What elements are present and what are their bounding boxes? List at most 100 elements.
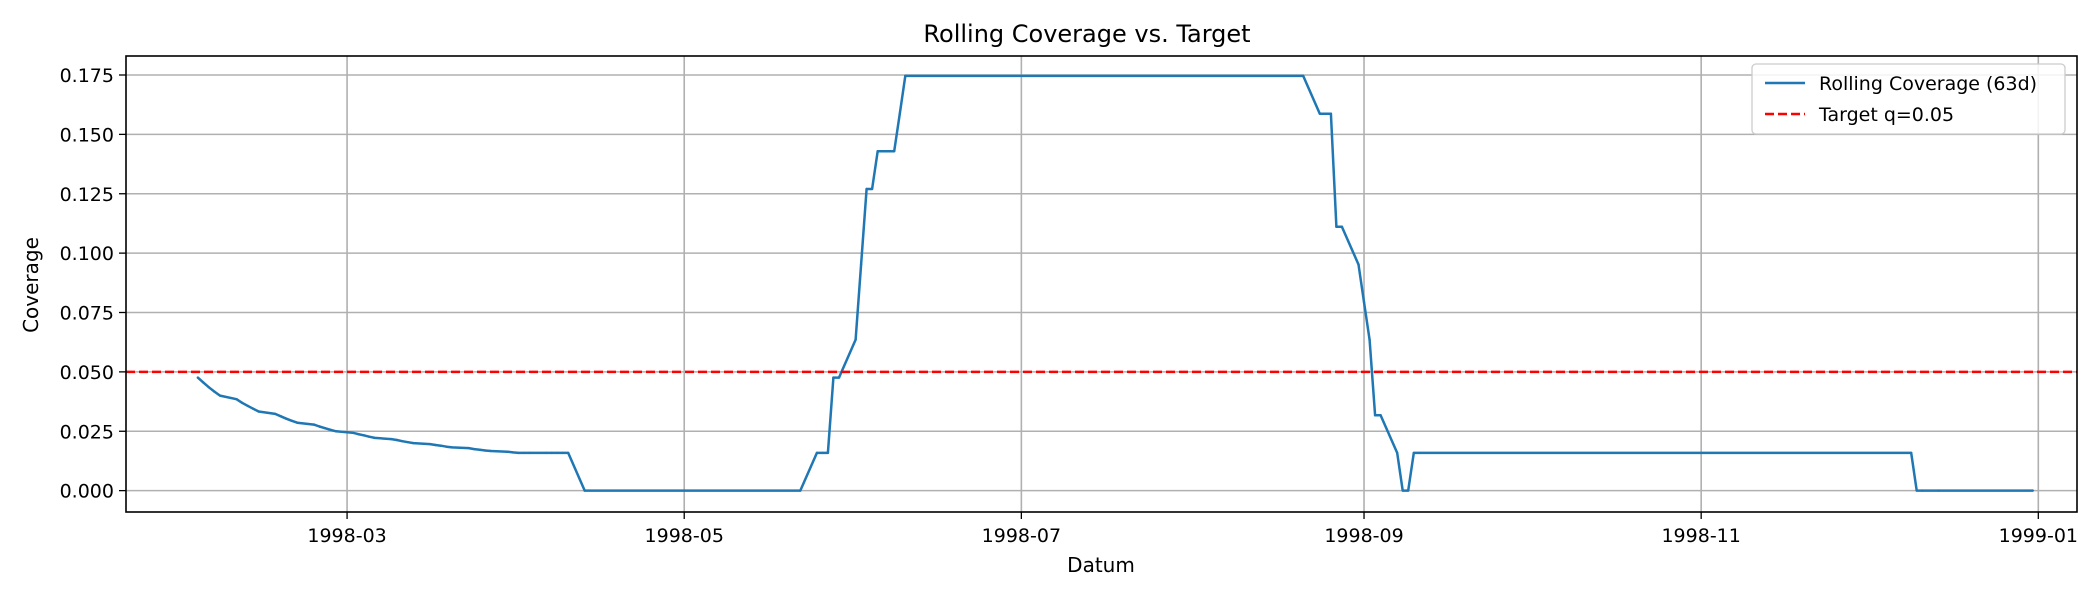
data-point	[279, 415, 282, 418]
data-point	[528, 451, 531, 455]
legend-box	[1751, 63, 2066, 135]
data-point	[1318, 112, 1322, 115]
y-tick-label: 0.150	[60, 124, 114, 146]
x-tick-label: 1998-05	[645, 525, 724, 547]
data-point	[450, 446, 454, 449]
data-point	[445, 445, 448, 448]
data-point	[412, 441, 415, 445]
x-tick-label: 1998-09	[1324, 525, 1403, 547]
y-tick-label: 0.175	[60, 65, 114, 87]
data-point	[351, 431, 354, 434]
x-tick-label: 1998-03	[307, 525, 386, 547]
data-point	[246, 404, 249, 407]
data-point	[390, 437, 393, 441]
data-point	[1340, 225, 1344, 228]
data-point	[1324, 112, 1327, 115]
y-tick-label: 0.100	[60, 243, 114, 265]
data-point	[329, 428, 332, 431]
data-point	[898, 112, 901, 115]
data-point	[826, 451, 830, 455]
data-point	[876, 150, 879, 153]
data-point	[550, 451, 553, 455]
data-point	[1915, 489, 1918, 492]
data-point	[235, 398, 238, 401]
data-point	[1335, 225, 1338, 228]
data-point	[473, 447, 476, 451]
data-point	[290, 419, 293, 422]
data-point	[428, 442, 432, 446]
plot-frame	[125, 55, 2078, 513]
data-point	[832, 376, 835, 379]
data-point	[312, 423, 316, 426]
y-axis-label: Coverage	[19, 237, 43, 333]
y-tick-label: 0.050	[60, 362, 114, 384]
data-point	[854, 338, 857, 341]
data-point	[1921, 489, 1924, 492]
data-point	[583, 489, 586, 492]
data-point	[567, 451, 570, 455]
data-point	[506, 450, 509, 453]
data-point	[218, 394, 222, 397]
data-point	[544, 451, 548, 455]
data-point	[859, 263, 863, 266]
data-point	[356, 432, 360, 436]
data-point	[799, 489, 802, 492]
data-point	[555, 451, 559, 455]
data-point	[467, 446, 470, 450]
data-point	[865, 187, 868, 191]
data-point	[1412, 451, 1416, 455]
y-tick-label: 0.125	[60, 184, 114, 206]
data-point	[202, 381, 205, 384]
data-point	[2031, 489, 2035, 492]
y-tick-label: 0.000	[60, 481, 114, 503]
data-point	[439, 444, 443, 447]
data-point	[1407, 489, 1410, 492]
data-point	[1910, 451, 1913, 455]
data-point	[406, 441, 410, 444]
data-point	[395, 438, 398, 442]
chart-title: Rolling Coverage vs. Target	[923, 20, 1250, 48]
data-point	[478, 448, 481, 451]
data-point	[318, 425, 321, 428]
data-point	[1379, 414, 1382, 417]
data-point	[434, 443, 437, 447]
data-point	[196, 376, 199, 379]
data-point	[251, 407, 255, 410]
data-point	[904, 74, 907, 78]
legend: Rolling Coverage (63d) Target q=0.05	[1751, 63, 2066, 135]
x-tick-label: 1998-07	[982, 525, 1061, 547]
data-point	[561, 451, 564, 455]
data-point	[511, 451, 515, 454]
data-point	[274, 412, 277, 416]
data-point	[1396, 451, 1399, 455]
data-point	[296, 421, 299, 424]
x-tick-label: 1998-11	[1661, 525, 1740, 547]
data-point	[1373, 414, 1377, 417]
data-point	[1362, 300, 1366, 304]
data-point	[517, 451, 520, 455]
data-point	[334, 430, 338, 433]
data-point	[401, 440, 404, 443]
data-point	[207, 386, 211, 389]
data-point	[368, 435, 371, 438]
data-point	[522, 451, 526, 455]
legend-label-target: Target q=0.05	[1818, 104, 1954, 126]
data-point	[484, 449, 487, 452]
data-point	[285, 417, 288, 420]
series-line-rolling-coverage	[196, 74, 2033, 492]
data-point	[213, 390, 216, 393]
data-point	[1418, 451, 1421, 455]
data-point	[1401, 489, 1404, 492]
data-point	[837, 376, 841, 379]
data-point	[257, 410, 260, 413]
axis-ticks: 1998-03 1998-05 1998-07 1998-09 1998-11 1999-…	[60, 65, 2078, 547]
data-point	[1937, 489, 1941, 492]
data-point	[1368, 338, 1371, 341]
data-point	[240, 401, 244, 404]
y-tick-label: 0.025	[60, 421, 114, 443]
data-point	[1302, 74, 1305, 78]
data-point	[1357, 263, 1360, 266]
x-axis-label: Datum	[1067, 553, 1135, 577]
data-point	[821, 451, 824, 455]
